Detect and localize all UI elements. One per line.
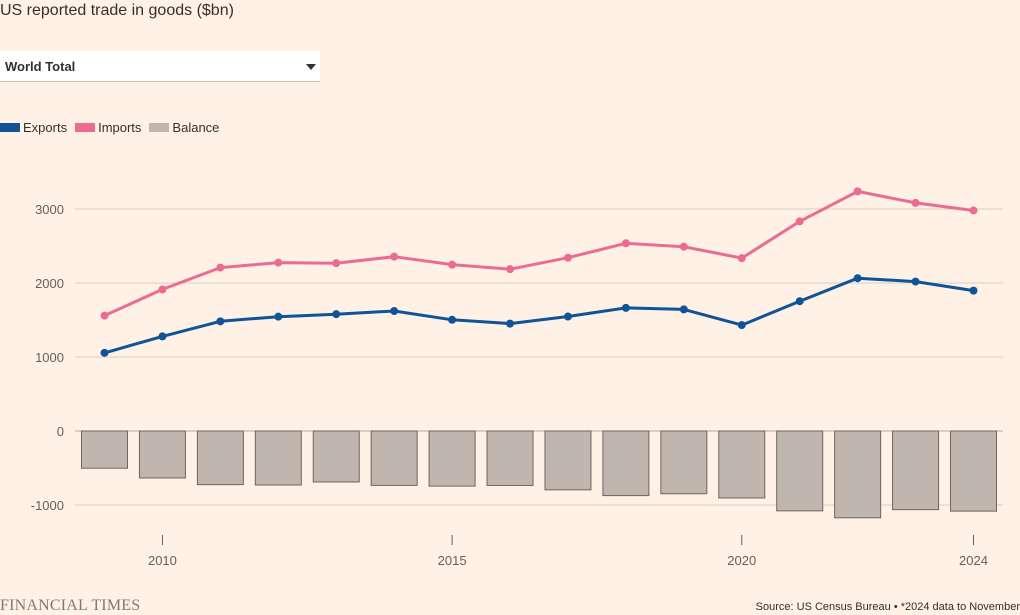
legend-label-balance: Balance [172,120,220,135]
imports-point [216,263,225,272]
ft-logo: FINANCIAL TIMES [0,597,141,614]
balance-bar [892,430,940,511]
legend-label-imports: Imports [98,120,142,135]
exports-point [390,307,399,316]
imports-point [795,217,804,226]
exports-point [621,303,630,312]
balance-bar [196,430,244,486]
exports-point [274,312,283,321]
balance-bar [486,430,534,486]
imports-point [853,187,862,196]
legend-item-balance: Balance [149,120,219,135]
exports-point [563,312,572,321]
exports-point [158,332,167,341]
x-tick-label: 2024 [959,553,988,568]
imports-line [103,189,975,318]
imports-point [737,254,746,263]
balance-bar [138,430,186,479]
exports-point [216,317,225,326]
balance-bar [834,430,882,519]
chart-legend: Exports Imports Balance [0,120,227,135]
x-tick-label: 2015 [438,553,467,568]
imports-point [621,239,630,248]
imports-point [679,242,688,251]
balance-bar [776,430,824,512]
legend-item-exports: Exports [0,120,67,135]
imports-point [448,260,457,269]
exports-line [103,276,975,355]
balance-bar [718,430,766,499]
balance-bar [950,430,997,512]
y-tick-label: 3000 [35,202,64,217]
balance-bar [544,430,592,491]
balance-bar [312,430,360,483]
imports-point [158,285,167,294]
exports-point [969,286,978,295]
imports-point [563,253,572,262]
source-note: Source: US Census Bureau • *2024 data to… [755,601,1020,613]
exports-point [737,321,746,330]
exports-point [911,277,920,286]
chevron-down-icon[interactable] [306,64,316,70]
exports-point [332,310,341,319]
balance-bar [254,430,302,486]
imports-point [332,259,341,268]
x-tick-label: 2010 [148,553,177,568]
y-tick-label: 2000 [35,276,64,291]
y-tick-label: 0 [57,424,64,439]
region-select-value: World Total [5,58,76,74]
chart-title: US reported trade in goods ($bn) [0,2,234,19]
region-select[interactable]: World Total [0,51,320,82]
exports-point [506,319,515,328]
balance-bar [428,430,476,487]
imports-point [100,311,109,320]
y-tick-label: 1000 [35,350,64,365]
imports-point [911,198,920,207]
exports-point [679,305,688,314]
exports-point [448,315,457,324]
imports-point [390,252,399,261]
balance-bar [602,430,650,497]
legend-swatch-imports [75,123,96,132]
balance-bar [370,430,418,486]
balance-bar [660,430,708,495]
exports-point [100,348,109,357]
exports-point [853,274,862,283]
legend-label-exports: Exports [23,120,68,135]
exports-point [795,297,804,306]
legend-item-imports: Imports [75,120,141,135]
y-tick-label: -1000 [31,498,64,513]
legend-swatch-exports [0,123,20,132]
balance-bar [81,430,128,469]
imports-point [274,258,283,267]
legend-swatch-balance [149,123,170,132]
imports-point [506,265,515,274]
imports-point [969,206,978,215]
x-tick-label: 2020 [727,553,756,568]
